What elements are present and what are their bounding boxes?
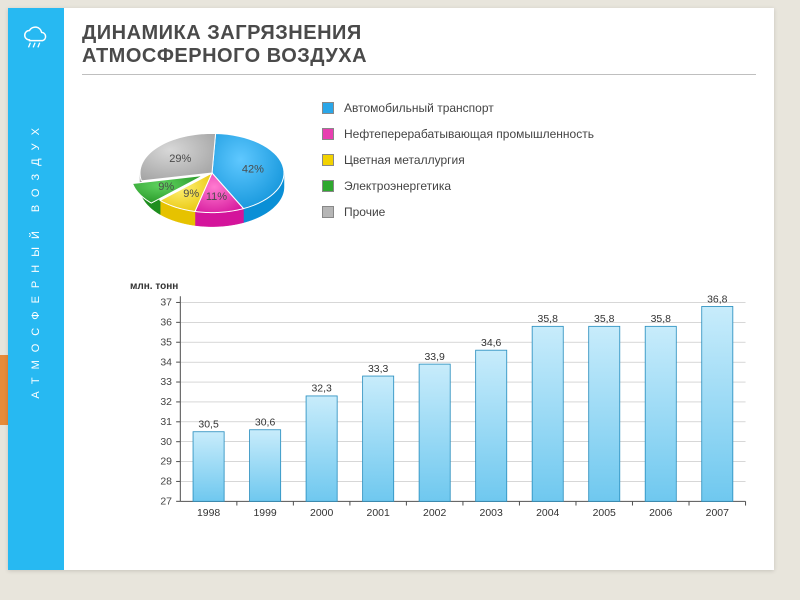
bar-value-label: 30,6 bbox=[255, 418, 276, 429]
title-line2: АТМОСФЕРНОГО ВОЗДУХА bbox=[82, 45, 367, 67]
bar-category-label: 2005 bbox=[593, 508, 616, 519]
bar-value-label: 34,6 bbox=[481, 338, 502, 349]
svg-text:37: 37 bbox=[160, 298, 172, 309]
slide: АТМОСФЕРНЫЙ ВОЗДУХ ДИНАМИКА ЗАГРЯЗНЕНИЯ … bbox=[8, 8, 774, 570]
bar bbox=[193, 432, 224, 502]
legend-swatch bbox=[322, 128, 334, 140]
bar-value-label: 35,8 bbox=[651, 314, 672, 325]
bar-chart: 27 28 29 30 31 32 33 34 35 36 37 30,5 1998 30,6 1999 32… bbox=[128, 279, 756, 529]
bar bbox=[363, 376, 394, 501]
bar-ylabel: млн. тонн bbox=[130, 281, 178, 292]
bar-value-label: 33,9 bbox=[424, 352, 445, 363]
bar-category-label: 2000 bbox=[310, 508, 333, 519]
svg-text:35: 35 bbox=[160, 337, 172, 348]
legend-item: Цветная металлургия bbox=[322, 153, 594, 167]
svg-text:32: 32 bbox=[160, 397, 172, 408]
content-area: ДИНАМИКА ЗАГРЯЗНЕНИЯ АТМОСФЕРНОГО ВОЗДУХ… bbox=[64, 8, 774, 570]
bar-value-label: 35,8 bbox=[594, 314, 615, 325]
pie-legend: Автомобильный транспорт Нефтеперерабатыва… bbox=[322, 91, 594, 271]
bar bbox=[419, 364, 450, 501]
svg-text:27: 27 bbox=[160, 496, 172, 507]
legend-item: Нефтеперерабатывающая промышленность bbox=[322, 127, 594, 141]
svg-text:31: 31 bbox=[160, 417, 172, 428]
bar-category-label: 2004 bbox=[536, 508, 559, 519]
bar bbox=[306, 396, 337, 501]
bar bbox=[702, 306, 733, 501]
legend-item: Электроэнергетика bbox=[322, 179, 594, 193]
legend-item: Автомобильный транспорт bbox=[322, 101, 594, 115]
bar-category-label: 1999 bbox=[253, 508, 276, 519]
bar-category-label: 2003 bbox=[480, 508, 503, 519]
title-rule bbox=[82, 74, 756, 75]
bar-value-label: 35,8 bbox=[538, 314, 559, 325]
svg-text:28: 28 bbox=[160, 477, 172, 488]
svg-text:36: 36 bbox=[160, 318, 172, 329]
legend-item: Прочие bbox=[322, 205, 594, 219]
bar-value-label: 33,3 bbox=[368, 364, 389, 375]
bar bbox=[589, 326, 620, 501]
legend-swatch bbox=[322, 154, 334, 166]
bar bbox=[476, 350, 507, 501]
bar-category-label: 2002 bbox=[423, 508, 446, 519]
bar-chart-area: млн. тонн 27 28 29 30 31 32 33 34 35 36 37 30,5 1998… bbox=[82, 279, 756, 562]
bar bbox=[645, 326, 676, 501]
bar bbox=[532, 326, 563, 501]
bar-value-label: 30,5 bbox=[198, 420, 219, 431]
legend-label: Электроэнергетика bbox=[344, 179, 451, 193]
bar-category-label: 2006 bbox=[649, 508, 672, 519]
pie-slice-label: 9% bbox=[183, 188, 199, 200]
legend-swatch bbox=[322, 180, 334, 192]
pie-slice-label: 11% bbox=[206, 191, 227, 203]
cloud-rain-icon bbox=[21, 26, 51, 50]
pie-slice-label: 9% bbox=[158, 181, 174, 193]
legend-swatch bbox=[322, 206, 334, 218]
title-line1: ДИНАМИКА ЗАГРЯЗНЕНИЯ bbox=[82, 22, 362, 44]
legend-label: Цветная металлургия bbox=[344, 153, 465, 167]
bar-category-label: 2001 bbox=[367, 508, 390, 519]
bar-value-label: 32,3 bbox=[311, 384, 332, 395]
svg-text:33: 33 bbox=[160, 377, 172, 388]
legend-label: Автомобильный транспорт bbox=[344, 101, 494, 115]
pie-slice-label: 42% bbox=[242, 163, 264, 175]
bar bbox=[250, 430, 281, 502]
bar-value-label: 36,8 bbox=[707, 294, 728, 305]
sidebar-label: АТМОСФЕРНЫЙ ВОЗДУХ bbox=[30, 120, 42, 399]
svg-text:34: 34 bbox=[160, 357, 172, 368]
svg-text:30: 30 bbox=[160, 437, 172, 448]
legend-label: Нефтеперерабатывающая промышленность bbox=[344, 127, 594, 141]
pie-chart: 42% 11% 9% 9% 29% bbox=[122, 91, 302, 271]
page-title: ДИНАМИКА ЗАГРЯЗНЕНИЯ АТМОСФЕРНОГО ВОЗДУХ… bbox=[82, 22, 756, 68]
pie-slice-label: 29% bbox=[169, 153, 191, 165]
bar-category-label: 2007 bbox=[706, 508, 729, 519]
legend-swatch bbox=[322, 102, 334, 114]
legend-label: Прочие bbox=[344, 205, 385, 219]
bar-category-label: 1998 bbox=[197, 508, 220, 519]
svg-text:29: 29 bbox=[160, 457, 172, 468]
sidebar: АТМОСФЕРНЫЙ ВОЗДУХ bbox=[8, 8, 64, 570]
